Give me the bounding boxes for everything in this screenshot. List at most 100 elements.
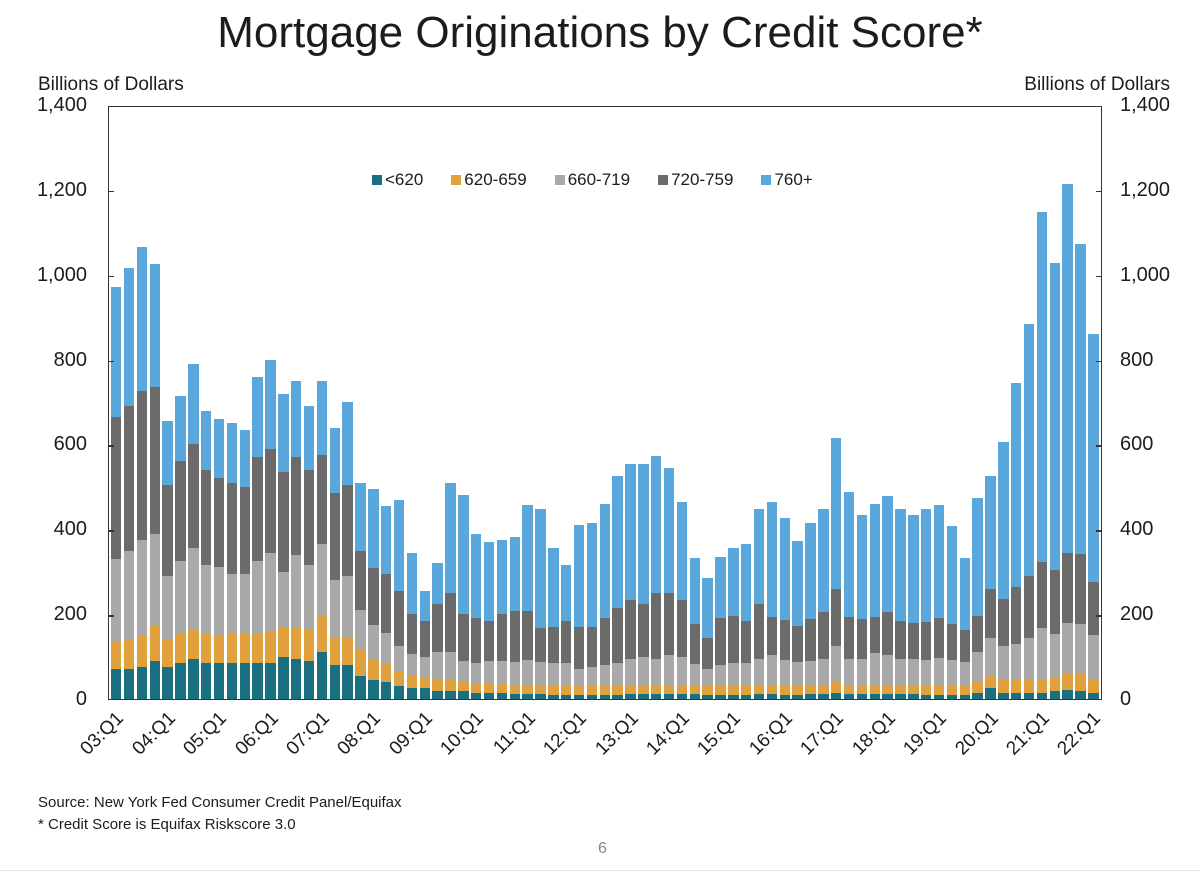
bar-09:Q4 — [458, 495, 469, 699]
bar-07:Q3 — [342, 402, 353, 699]
bar-segment — [779, 659, 791, 686]
bar-segment — [561, 694, 572, 699]
bar-segment — [959, 685, 971, 695]
y-tick-label-right: 1,400 — [1120, 94, 1171, 116]
bar-segment — [458, 660, 469, 683]
bar-segment — [856, 659, 868, 685]
bar-11:Q4 — [561, 565, 572, 699]
bar-segment — [946, 659, 958, 686]
bar-segment — [625, 463, 636, 600]
bar-segment — [368, 679, 379, 699]
bar-segment — [856, 618, 868, 660]
bar-segment — [728, 686, 739, 695]
bar-segment — [702, 686, 713, 695]
bar-09:Q1 — [419, 590, 431, 699]
bar-segment — [895, 620, 906, 660]
bar-segment — [741, 662, 752, 687]
bar-segment — [638, 603, 649, 658]
source-note: Source: New York Fed Consumer Credit Pan… — [38, 794, 402, 811]
bar-segment — [1011, 586, 1022, 644]
bar-segment — [522, 693, 533, 699]
bar-segment — [355, 675, 366, 699]
bar-segment — [162, 667, 173, 699]
legend-label: 620-659 — [464, 170, 527, 189]
bar-segment — [959, 630, 971, 663]
y-tick-mark — [108, 190, 114, 193]
bar-segment — [985, 588, 996, 638]
bar-segment — [908, 684, 919, 694]
bar-segment — [586, 667, 598, 687]
bar-segment — [831, 588, 842, 646]
bar-segment — [753, 684, 765, 694]
bar-16:Q3 — [805, 523, 816, 699]
bar-segment — [599, 665, 611, 687]
bar-segment — [123, 550, 135, 640]
legend-label: <620 — [385, 170, 424, 189]
bar-segment — [586, 522, 598, 627]
x-tick-label: 18:Q1 — [848, 708, 900, 760]
bar-segment — [908, 623, 919, 660]
bar-segment — [535, 662, 546, 686]
bar-06:Q1 — [265, 359, 276, 699]
bar-segment — [252, 376, 263, 458]
bar-segment — [921, 659, 932, 686]
bar-segment — [651, 684, 662, 694]
bar-segment — [252, 561, 263, 634]
bar-segment — [1075, 623, 1086, 675]
bar-segment — [805, 661, 816, 685]
x-tick-label: 15:Q1 — [693, 708, 746, 760]
bar-segment — [985, 637, 996, 676]
bar-segment — [946, 623, 958, 660]
bar-segment — [458, 495, 469, 615]
bar-segment — [111, 669, 122, 699]
bar-segment — [316, 616, 328, 653]
y-tick-label: 1,000 — [36, 263, 87, 286]
bar-segment — [1023, 679, 1035, 693]
bar-segment — [561, 565, 572, 621]
bar-segment — [1036, 628, 1048, 680]
bar-segment — [445, 482, 456, 593]
bar-04:Q3 — [188, 363, 199, 699]
bar-segment — [496, 684, 508, 693]
x-tick-label: 06:Q1 — [230, 708, 283, 760]
bar-segment — [702, 669, 713, 687]
bar-segment — [638, 463, 649, 604]
bar-segment — [188, 363, 199, 445]
bar-segment — [805, 618, 816, 662]
bar-segment — [741, 620, 752, 663]
bar-segment — [483, 620, 495, 661]
bar-05:Q2 — [226, 423, 238, 699]
bar-segment — [946, 694, 958, 699]
bar-segment — [676, 657, 688, 685]
bar-20:Q3 — [1011, 382, 1022, 699]
bar-05:Q1 — [213, 419, 225, 699]
bar-19:Q3 — [959, 558, 971, 699]
y-tick-mark-right — [1096, 190, 1102, 193]
bar-13:Q3 — [651, 455, 662, 699]
y-tick-label-right: 600 — [1120, 433, 1154, 456]
bar-segment — [535, 685, 546, 694]
bar-segment — [226, 633, 238, 663]
bar-segment — [548, 686, 559, 695]
bar-segment — [1036, 562, 1048, 629]
bar-segment — [663, 468, 675, 594]
y-tick-mark — [108, 275, 114, 278]
bar-segment — [779, 517, 791, 620]
bar-segment — [612, 607, 623, 663]
bar-segment — [252, 457, 263, 562]
bar-segment — [509, 611, 521, 663]
y-tick-mark-right — [1096, 530, 1102, 532]
bar-03:Q1 — [111, 287, 122, 699]
bar-segment — [998, 645, 1009, 680]
y-tick-label: 0 — [75, 688, 87, 710]
bar-segment — [149, 624, 161, 661]
bar-segment — [702, 694, 713, 699]
x-tick-label: 11:Q1 — [489, 708, 540, 759]
bar-segment — [1062, 622, 1073, 674]
bar-segment — [535, 628, 546, 663]
bar-segment — [753, 693, 765, 699]
y-tick-label-right: 200 — [1120, 603, 1154, 626]
bar-segment — [753, 508, 765, 604]
bar-segment — [123, 268, 135, 407]
bar-segment — [882, 684, 893, 694]
